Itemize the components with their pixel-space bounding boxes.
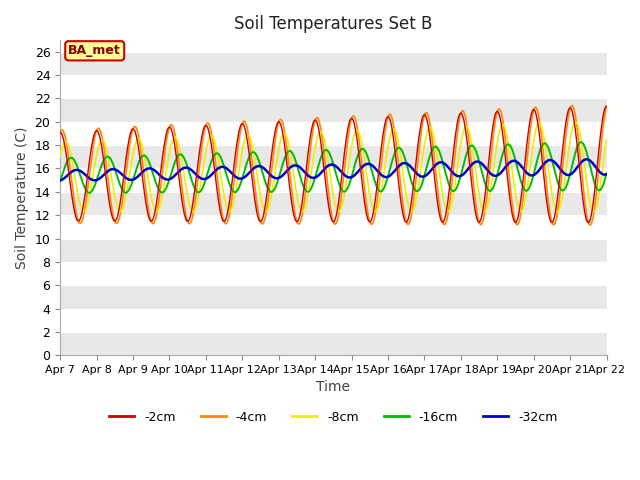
Text: BA_met: BA_met — [68, 44, 121, 57]
Bar — [60, 98, 607, 122]
Legend: -2cm, -4cm, -8cm, -16cm, -32cm: -2cm, -4cm, -8cm, -16cm, -32cm — [104, 406, 563, 429]
Bar — [60, 192, 607, 215]
Bar — [60, 239, 607, 262]
X-axis label: Time: Time — [316, 381, 350, 395]
Bar — [60, 52, 607, 75]
Bar — [60, 332, 607, 355]
Title: Soil Temperatures Set B: Soil Temperatures Set B — [234, 15, 433, 33]
Bar — [60, 285, 607, 309]
Bar — [60, 145, 607, 168]
Y-axis label: Soil Temperature (C): Soil Temperature (C) — [15, 126, 29, 269]
